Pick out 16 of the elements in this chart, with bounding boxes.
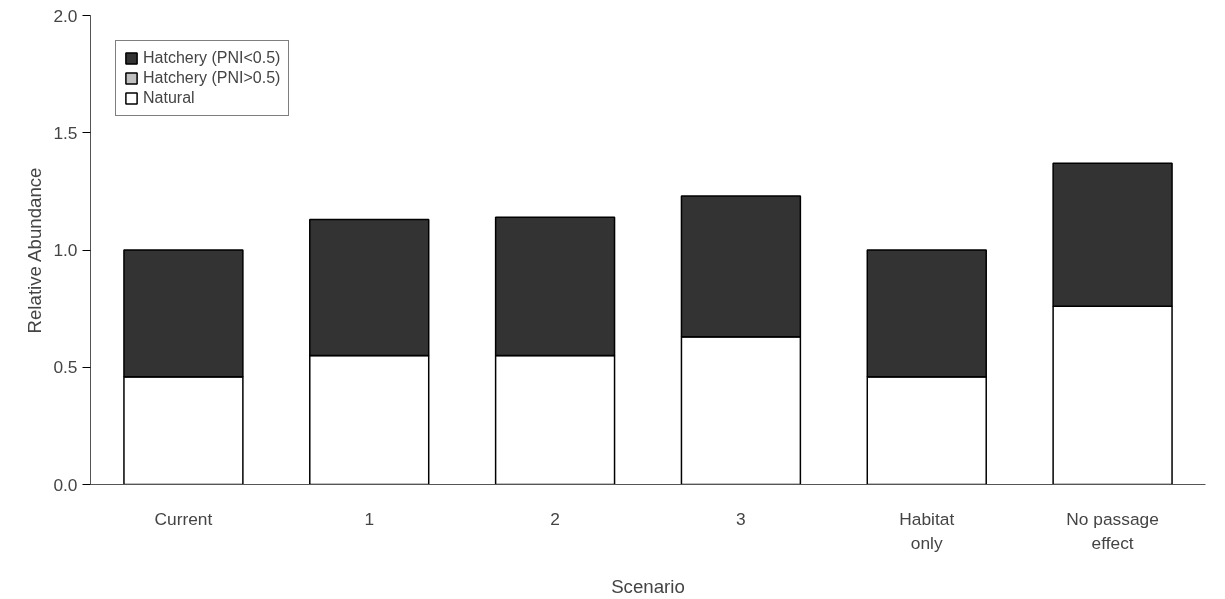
x-axis-title: Scenario	[611, 575, 685, 597]
y-tick-label: 2.0	[53, 5, 78, 26]
legend-label: Hatchery (PNI<0.5)	[143, 49, 281, 67]
legend-label: Hatchery (PNI>0.5)	[143, 69, 281, 87]
x-tick-label: Habitat only	[899, 508, 955, 553]
y-tick-label: 0.0	[53, 474, 78, 495]
y-axis-title: Relative Abundance	[24, 167, 46, 334]
x-tick-label: 3	[736, 508, 746, 529]
x-tick-label: Current	[154, 508, 213, 529]
y-tick-label: 0.5	[53, 357, 78, 378]
y-tick-label: 1.0	[53, 240, 78, 260]
x-tick-label: 1	[364, 508, 375, 529]
legend-label: Natural	[143, 89, 195, 107]
y-tick-label: 1.5	[53, 122, 78, 143]
x-tick-label: 2	[550, 508, 560, 529]
x-tick-label: No passage effect	[1066, 508, 1159, 553]
